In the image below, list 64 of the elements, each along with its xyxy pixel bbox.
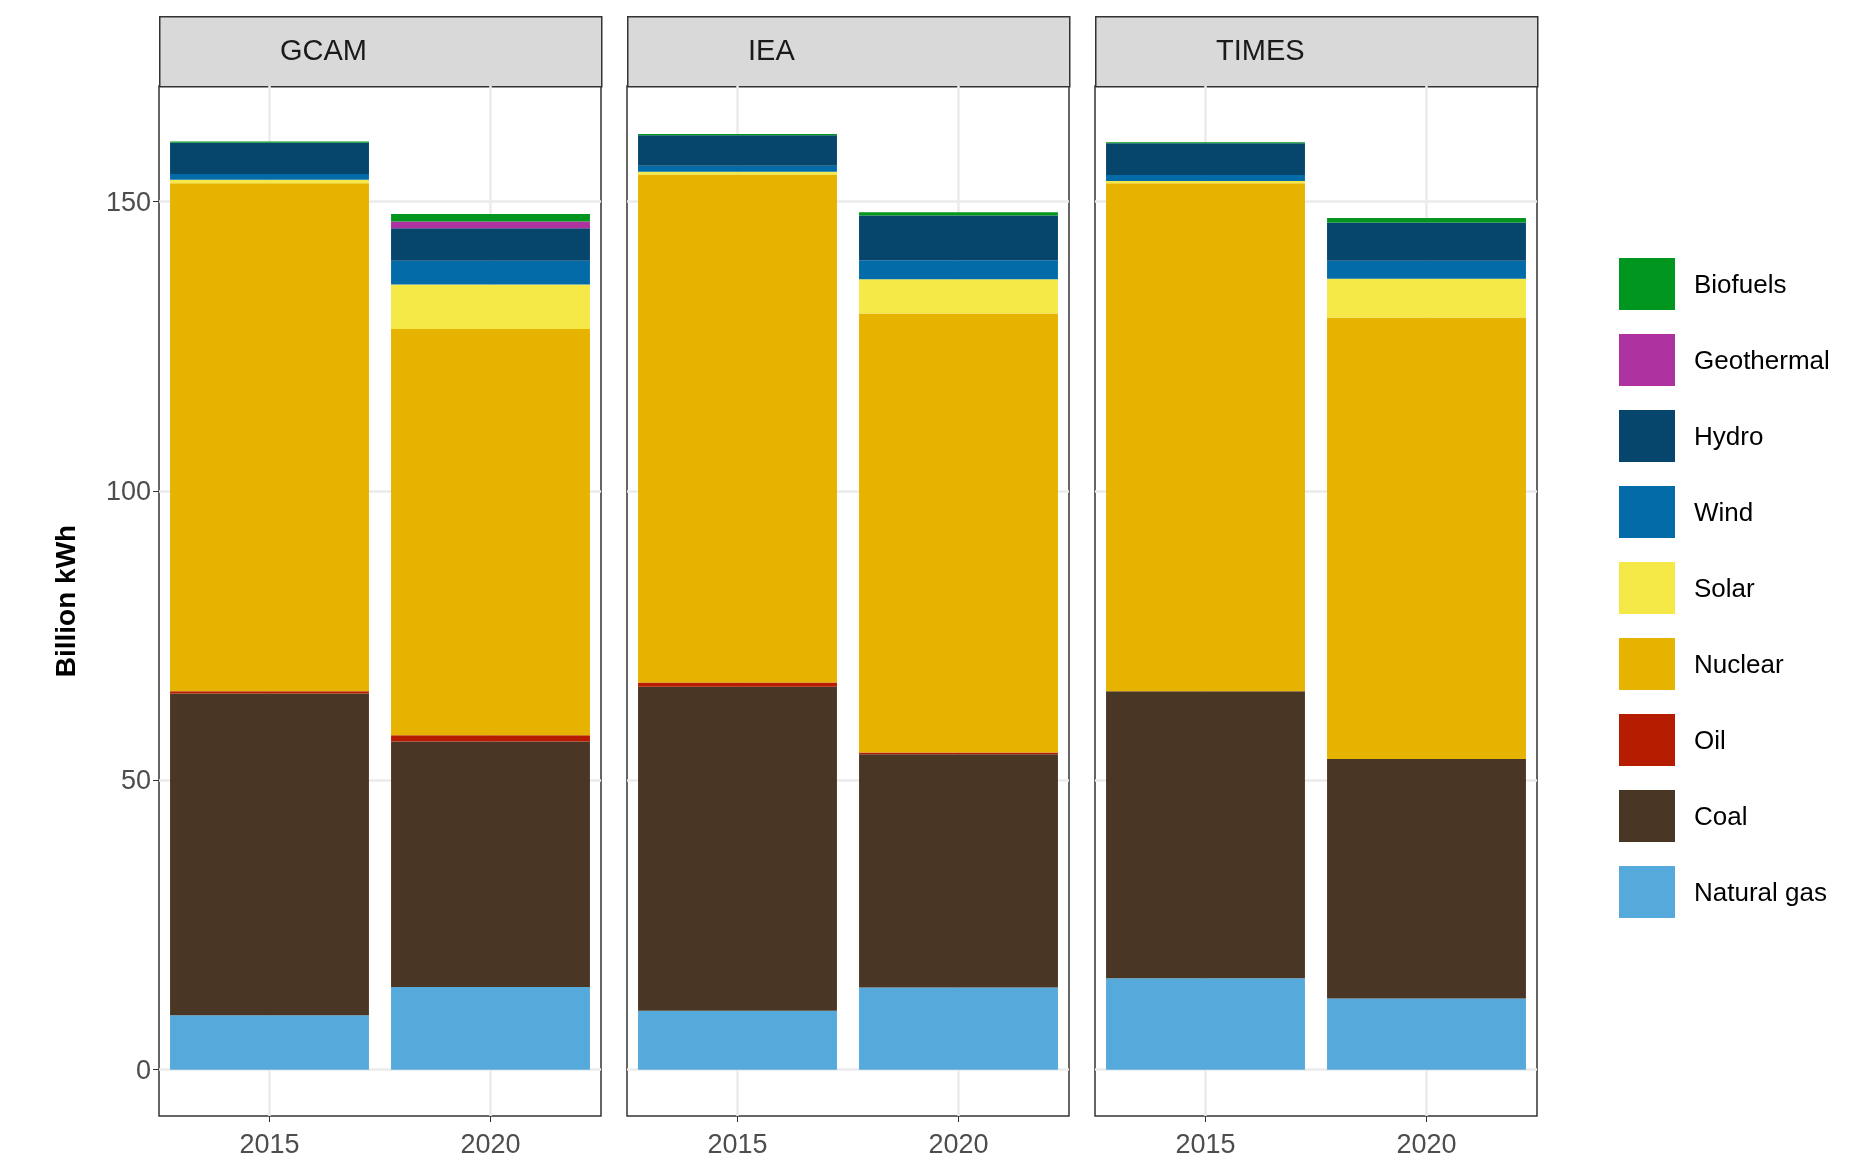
bar bbox=[391, 221, 590, 229]
legend-label: Natural gas bbox=[1694, 877, 1827, 907]
bar bbox=[859, 754, 1058, 988]
bar bbox=[1327, 260, 1526, 279]
chart-title: TIMES bbox=[1216, 33, 1305, 66]
bar bbox=[1327, 317, 1526, 759]
bar bbox=[1106, 691, 1305, 979]
bar bbox=[638, 174, 837, 683]
bar bbox=[170, 1015, 369, 1070]
bar bbox=[859, 279, 1058, 314]
x-tick-label: 2015 bbox=[707, 1128, 768, 1159]
chart-title: GCAM bbox=[280, 33, 367, 66]
bar bbox=[1106, 183, 1305, 692]
legend-label: Oil bbox=[1694, 725, 1726, 755]
x-tick-label: 2020 bbox=[1396, 1128, 1457, 1159]
bar bbox=[638, 1010, 837, 1070]
legend-label: Wind bbox=[1694, 497, 1754, 527]
bar bbox=[638, 165, 837, 172]
x-tick-label: 2015 bbox=[1175, 1128, 1236, 1159]
bar bbox=[1106, 978, 1305, 1070]
bar bbox=[1327, 222, 1526, 261]
bar bbox=[859, 212, 1058, 216]
bar bbox=[638, 135, 837, 166]
bar bbox=[1327, 217, 1526, 223]
bar bbox=[391, 741, 590, 987]
legend-label: Geothermal bbox=[1694, 345, 1830, 375]
bar bbox=[1327, 278, 1526, 318]
bar bbox=[859, 987, 1058, 1070]
x-tick-label: 2020 bbox=[928, 1128, 989, 1159]
bar bbox=[170, 691, 369, 694]
bar bbox=[170, 183, 369, 692]
x-tick-label: 2015 bbox=[239, 1128, 300, 1159]
bar bbox=[1327, 758, 1526, 999]
bar bbox=[391, 329, 590, 736]
legend-label: Biofuels bbox=[1694, 269, 1787, 299]
legend-label: Hydro bbox=[1694, 421, 1764, 451]
bar bbox=[170, 693, 369, 1016]
y-tick-label: 0 bbox=[135, 1054, 151, 1085]
bar bbox=[391, 213, 590, 222]
bar bbox=[391, 284, 590, 330]
bar bbox=[859, 215, 1058, 261]
legend-label: Solar bbox=[1694, 573, 1756, 603]
chart-title: IEA bbox=[748, 33, 796, 66]
y-tick-label: 100 bbox=[105, 476, 151, 507]
bar bbox=[859, 260, 1058, 280]
bar bbox=[638, 171, 837, 175]
y-tick-label: 150 bbox=[105, 186, 151, 217]
bar bbox=[1106, 143, 1305, 176]
bar bbox=[391, 260, 590, 285]
legend-label: Nuclear bbox=[1694, 649, 1784, 679]
legend-label: Coal bbox=[1694, 801, 1748, 831]
x-tick-label: 2020 bbox=[460, 1128, 521, 1159]
bar bbox=[391, 986, 590, 1070]
bar bbox=[391, 228, 590, 261]
bar bbox=[1327, 998, 1526, 1070]
bar bbox=[638, 682, 837, 687]
bar bbox=[638, 686, 837, 1011]
bar bbox=[1106, 175, 1305, 181]
y-axis-title: Billion kWh bbox=[49, 524, 81, 678]
bar bbox=[170, 173, 369, 180]
y-tick-label: 50 bbox=[120, 765, 151, 796]
bar bbox=[391, 735, 590, 742]
bar bbox=[170, 142, 369, 174]
bar bbox=[859, 313, 1058, 753]
